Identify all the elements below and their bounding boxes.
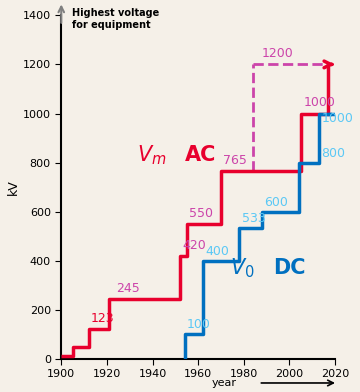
Text: Highest voltage
for equipment: Highest voltage for equipment bbox=[72, 9, 159, 30]
Text: $V_m$: $V_m$ bbox=[136, 143, 166, 167]
Text: 765: 765 bbox=[223, 154, 247, 167]
Text: 800: 800 bbox=[321, 147, 346, 160]
Text: 245: 245 bbox=[116, 281, 140, 295]
Text: DC: DC bbox=[274, 258, 306, 278]
Text: 420: 420 bbox=[182, 239, 206, 252]
Text: $V_0$: $V_0$ bbox=[230, 256, 255, 280]
Text: 1200: 1200 bbox=[262, 47, 294, 60]
Text: 400: 400 bbox=[205, 245, 229, 258]
Text: 600: 600 bbox=[264, 196, 288, 209]
Text: 100: 100 bbox=[187, 318, 211, 332]
Text: 123: 123 bbox=[91, 312, 114, 325]
Text: 1000: 1000 bbox=[303, 96, 335, 109]
Text: 533: 533 bbox=[242, 212, 265, 225]
Text: 550: 550 bbox=[189, 207, 213, 220]
Text: year: year bbox=[212, 378, 237, 388]
Y-axis label: kV: kV bbox=[7, 179, 20, 195]
Text: AC: AC bbox=[185, 145, 216, 165]
Text: 1000: 1000 bbox=[321, 112, 353, 125]
